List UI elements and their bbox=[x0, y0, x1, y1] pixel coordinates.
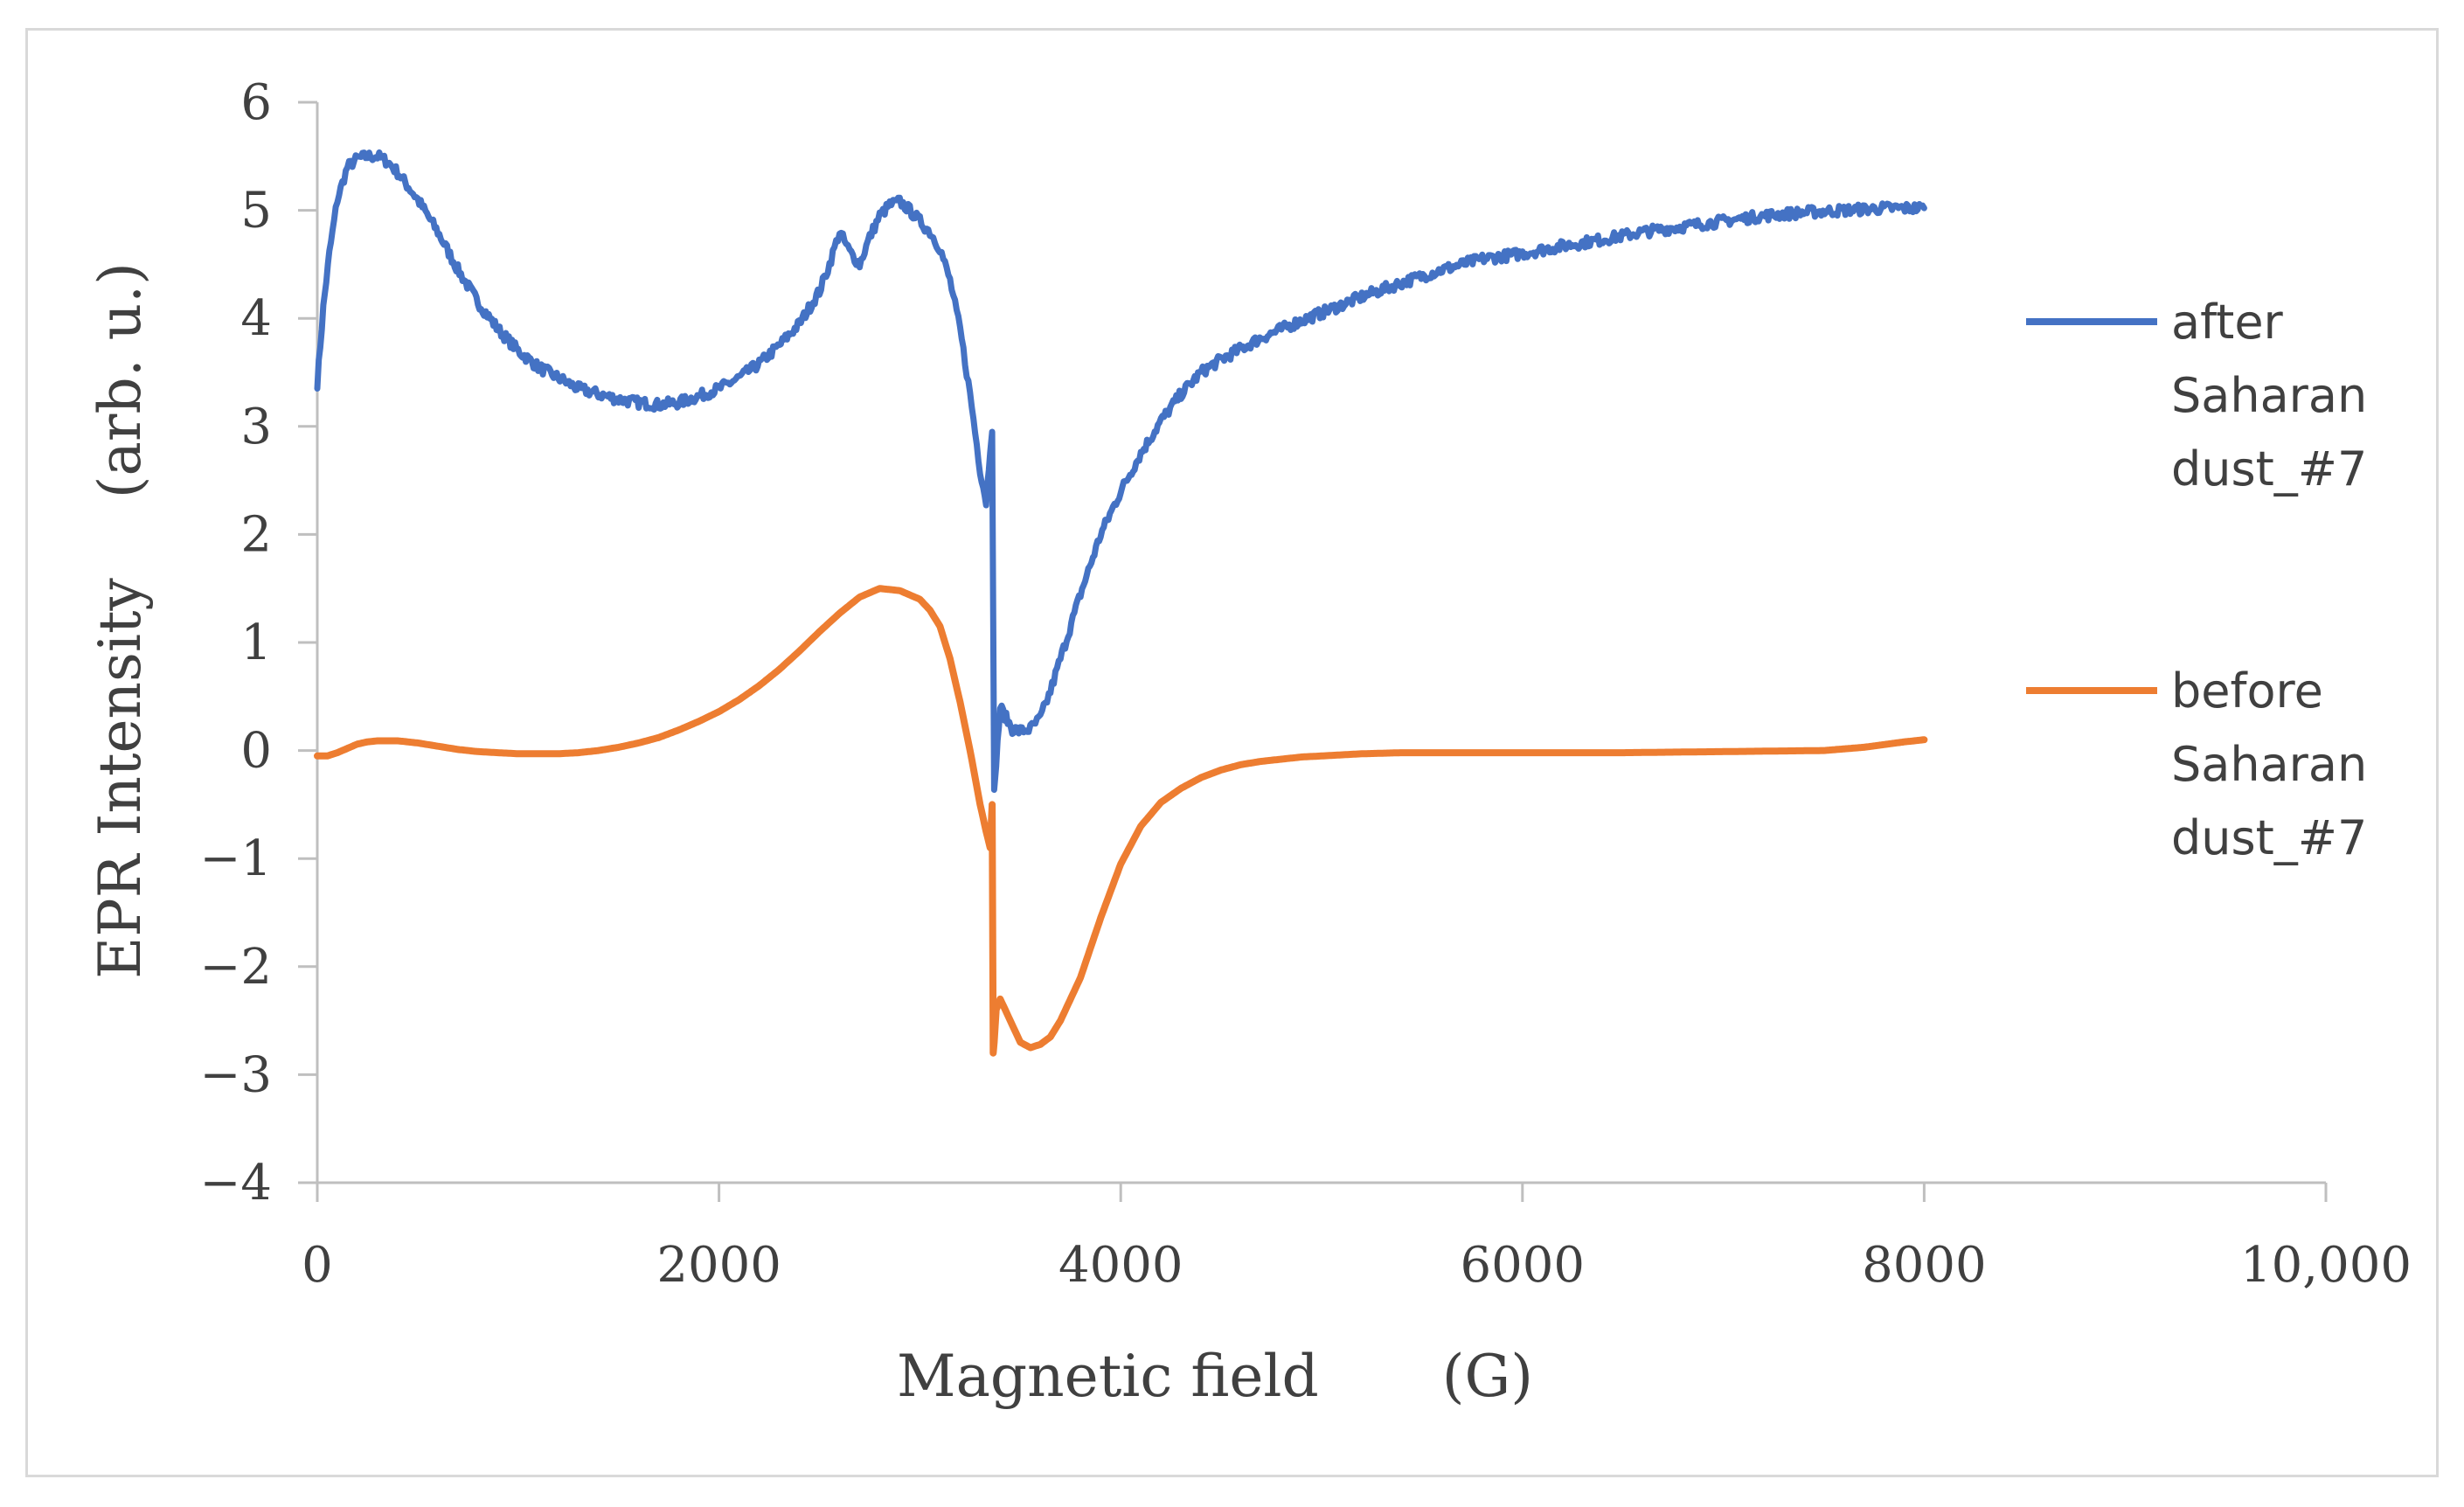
tick-labels: 6 5 4 3 2 1 0 −1 −2 −3 −4 0 2000 4000 6000 8000 10,000 bbox=[199, 74, 2412, 1294]
x-tick-label: 10,000 bbox=[2240, 1237, 2412, 1294]
y-tick-label: 3 bbox=[240, 399, 272, 455]
x-tick-label: 6000 bbox=[1461, 1237, 1586, 1294]
x-tick-label: 8000 bbox=[1862, 1237, 1987, 1294]
legend-label-after: after bbox=[2171, 295, 2284, 350]
y-axis-title-unit: (arb. u.) bbox=[87, 262, 154, 498]
y-tick-label: 0 bbox=[240, 723, 272, 780]
legend-label-before: dust_#7 bbox=[2171, 810, 2367, 865]
x-tick-label: 0 bbox=[302, 1237, 333, 1294]
y-tick-label: −4 bbox=[199, 1155, 272, 1212]
x-axis-title-main: Magnetic field bbox=[897, 1343, 1319, 1410]
legend-label-after: Saharan bbox=[2171, 368, 2367, 423]
y-tick-label: 5 bbox=[240, 183, 272, 240]
series-lines bbox=[314, 149, 1928, 1057]
y-tick-label: 2 bbox=[240, 506, 272, 563]
y-tick-label: 6 bbox=[240, 74, 272, 131]
y-tick-label: 4 bbox=[240, 290, 272, 347]
series-line-before bbox=[314, 585, 1928, 1057]
legend-label-before: Saharan bbox=[2171, 737, 2367, 792]
y-tick-label: −2 bbox=[199, 939, 272, 996]
legend-label-after: dust_#7 bbox=[2171, 441, 2367, 497]
chart-frame bbox=[25, 28, 2439, 1477]
y-tick-label: −3 bbox=[199, 1046, 272, 1103]
axes bbox=[298, 101, 2328, 1202]
y-tick-label: 1 bbox=[240, 615, 272, 671]
x-tick-label: 2000 bbox=[656, 1237, 781, 1294]
y-axis-title-main: EPR Intensity bbox=[87, 577, 154, 978]
series-line-after bbox=[314, 149, 1927, 793]
x-tick-label: 4000 bbox=[1058, 1237, 1183, 1294]
y-axis-title: EPR Intensity (arb. u.) bbox=[87, 262, 154, 979]
y-tick-label: −1 bbox=[199, 830, 272, 887]
legend-label-before: before bbox=[2171, 663, 2323, 719]
x-axis-title-unit: (G) bbox=[1442, 1343, 1533, 1410]
x-axis-title: Magnetic field (G) bbox=[897, 1343, 1533, 1410]
